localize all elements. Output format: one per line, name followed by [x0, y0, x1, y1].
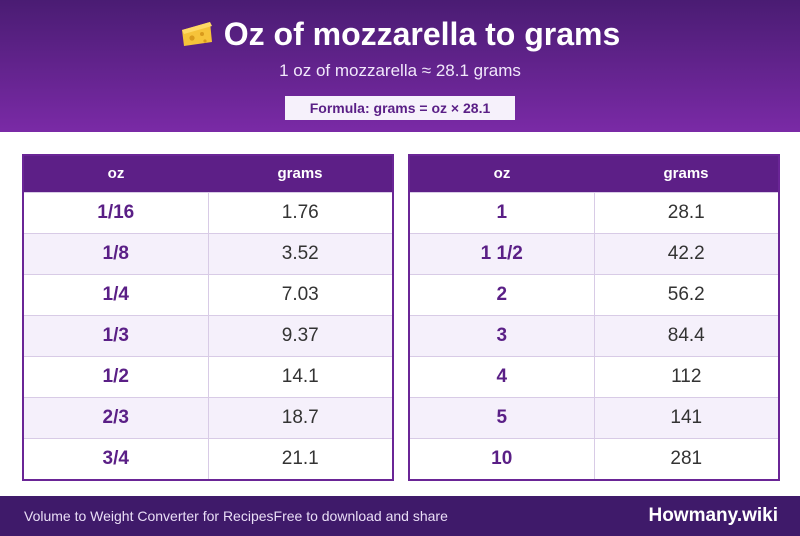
oz-cell: 4	[410, 357, 595, 397]
grams-cell: 3.52	[281, 243, 319, 264]
table-row: 1 28.1	[410, 192, 778, 233]
table-row: 1 1/2 42.2	[410, 233, 778, 274]
oz-cell: 1 1/2	[410, 234, 595, 274]
column-header-oz: oz	[493, 165, 511, 182]
page-title: Oz of mozzarella to grams	[0, 14, 800, 54]
table-row: 3/4 21.1	[24, 438, 392, 479]
grams-cell: 84.4	[667, 325, 705, 346]
table-row: 1/3 9.37	[24, 315, 392, 356]
oz-cell: 3/4	[24, 439, 209, 479]
table-header: oz grams	[410, 156, 778, 192]
grams-cell: 56.2	[667, 284, 705, 305]
cheese-icon	[181, 22, 212, 46]
table-row: 4 112	[410, 356, 778, 397]
oz-cell: 1/8	[24, 234, 209, 274]
table-row: 2/3 18.7	[24, 397, 392, 438]
table-row: 3 84.4	[410, 315, 778, 356]
grams-cell: 141	[670, 407, 703, 428]
table-row: 2 56.2	[410, 274, 778, 315]
grams-cell: 112	[671, 366, 702, 387]
oz-cell: 1/16	[24, 193, 209, 233]
oz-cell: 2/3	[24, 398, 209, 438]
column-header-grams: grams	[663, 165, 709, 182]
column-header-grams: grams	[277, 165, 323, 182]
grams-cell: 28.1	[667, 202, 705, 223]
table-row: 1/8 3.52	[24, 233, 392, 274]
oz-cell: 5	[410, 398, 595, 438]
oz-cell: 1/2	[24, 357, 209, 397]
page-title-text: Oz of mozzarella to grams	[223, 16, 621, 52]
table-header: oz grams	[24, 156, 392, 192]
table-row: 1/16 1.76	[24, 192, 392, 233]
oz-cell: 10	[410, 439, 595, 479]
grams-cell: 281	[670, 448, 703, 469]
subtitle: 1 oz of mozzarella ≈ 28.1 grams	[279, 61, 521, 80]
oz-cell: 3	[410, 316, 595, 356]
grams-cell: 14.1	[281, 366, 319, 387]
grams-cell: 7.03	[281, 284, 319, 305]
brand-logo-text: Howmany.wiki	[648, 505, 778, 526]
grams-cell: 18.7	[281, 407, 319, 428]
table-row: 5 141	[410, 397, 778, 438]
grams-cell: 42.2	[667, 243, 705, 264]
formula-badge: Formula: grams = oz × 28.1	[285, 96, 515, 120]
conversion-table-left: oz grams 1/16 1.76 1/8 3.52 1/4 7.03 1/3…	[22, 154, 394, 481]
footer-bar: Volume to Weight Converter for RecipesFr…	[0, 496, 800, 536]
oz-cell: 1	[410, 193, 595, 233]
column-header-oz: oz	[107, 165, 125, 182]
oz-cell: 1/4	[24, 275, 209, 315]
table-row: 10 281	[410, 438, 778, 479]
footer-text: Volume to Weight Converter for RecipesFr…	[24, 508, 448, 524]
grams-cell: 1.76	[281, 202, 319, 223]
oz-cell: 1/3	[24, 316, 209, 356]
conversion-table-right: oz grams 1 28.1 1 1/2 42.2 2 56.2 3 84.4…	[408, 154, 780, 481]
oz-cell: 2	[410, 275, 595, 315]
grams-cell: 21.1	[281, 448, 319, 469]
table-row: 1/4 7.03	[24, 274, 392, 315]
table-row: 1/2 14.1	[24, 356, 392, 397]
header-banner: Oz of mozzarella to grams 1 oz of mozzar…	[0, 0, 800, 132]
grams-cell: 9.37	[281, 325, 319, 346]
